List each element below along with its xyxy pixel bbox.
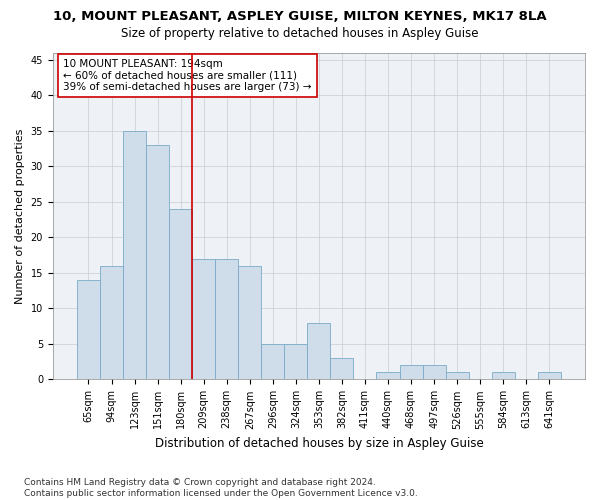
Y-axis label: Number of detached properties: Number of detached properties xyxy=(15,128,25,304)
Bar xyxy=(422,365,446,380)
Text: 10 MOUNT PLEASANT: 194sqm
← 60% of detached houses are smaller (111)
39% of semi: 10 MOUNT PLEASANT: 194sqm ← 60% of detac… xyxy=(64,59,312,92)
Bar xyxy=(123,130,146,380)
Bar xyxy=(331,358,353,380)
Bar xyxy=(77,280,100,380)
Bar xyxy=(307,322,331,380)
Bar xyxy=(192,258,215,380)
Bar xyxy=(100,266,123,380)
Text: Contains HM Land Registry data © Crown copyright and database right 2024.
Contai: Contains HM Land Registry data © Crown c… xyxy=(24,478,418,498)
Bar xyxy=(169,209,192,380)
Bar xyxy=(376,372,400,380)
Bar xyxy=(284,344,307,380)
X-axis label: Distribution of detached houses by size in Aspley Guise: Distribution of detached houses by size … xyxy=(155,437,483,450)
Bar xyxy=(261,344,284,380)
Bar xyxy=(215,258,238,380)
Text: Size of property relative to detached houses in Aspley Guise: Size of property relative to detached ho… xyxy=(121,28,479,40)
Bar xyxy=(491,372,515,380)
Bar xyxy=(446,372,469,380)
Bar xyxy=(238,266,261,380)
Bar xyxy=(400,365,422,380)
Text: 10, MOUNT PLEASANT, ASPLEY GUISE, MILTON KEYNES, MK17 8LA: 10, MOUNT PLEASANT, ASPLEY GUISE, MILTON… xyxy=(53,10,547,23)
Bar xyxy=(538,372,561,380)
Bar xyxy=(146,145,169,380)
